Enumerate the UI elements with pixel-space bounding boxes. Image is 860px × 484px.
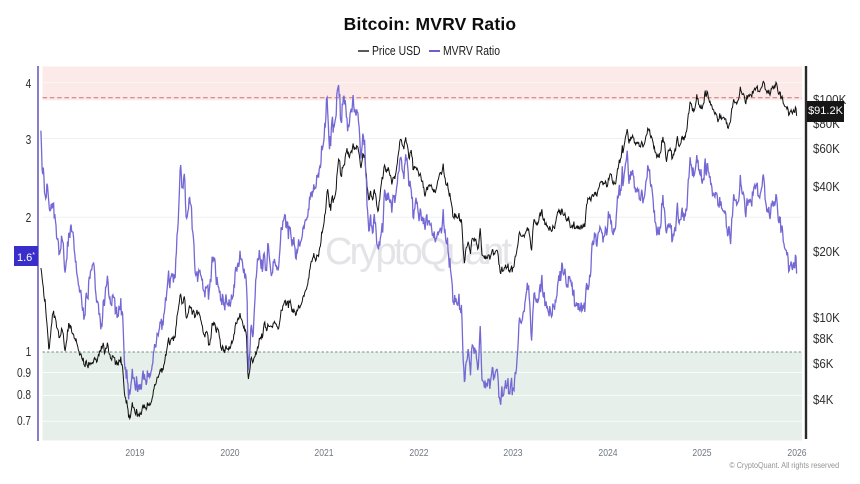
svg-text:CryptoQuant: CryptoQuant: [325, 231, 512, 273]
